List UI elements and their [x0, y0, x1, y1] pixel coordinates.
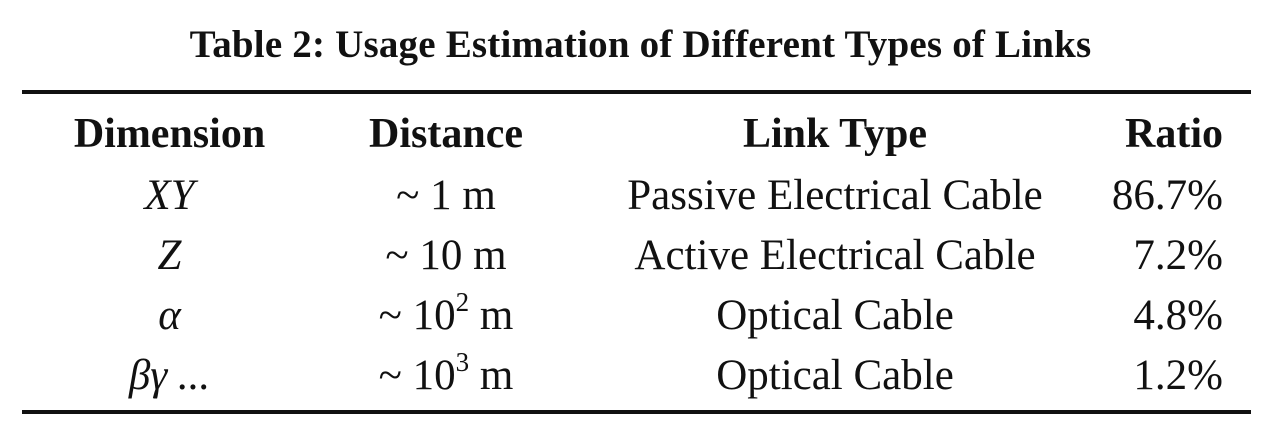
table-row: βγ ... ~ 103 m Optical Cable 1.2%: [22, 345, 1251, 405]
distance-unit: m: [462, 231, 507, 279]
header-row: Dimension Distance Link Type Ratio: [22, 103, 1251, 165]
ratio-cell: 86.7%: [1111, 171, 1223, 219]
header-dimension: Dimension: [73, 111, 266, 157]
link-type-cell: Optical Cable: [716, 291, 954, 339]
table-row: Z ~ 10 m Active Electrical Cable 7.2%: [22, 225, 1251, 285]
distance-value: ~ 10: [378, 351, 456, 399]
dimension-cell: XY: [144, 171, 195, 219]
distance-value: ~ 10: [378, 291, 456, 339]
ratio-cell: 1.2%: [1133, 351, 1223, 399]
usage-table: Dimension Distance Link Type Ratio XY ~ …: [22, 103, 1251, 405]
ratio-cell: 7.2%: [1133, 231, 1223, 279]
distance-cell: ~ 103 m: [317, 345, 575, 405]
table-row: XY ~ 1 m Passive Electrical Cable 86.7%: [22, 165, 1251, 225]
table-caption: Table 2: Usage Estimation of Different T…: [189, 23, 1092, 66]
distance-exponent: 3: [455, 346, 470, 377]
distance-value: ~ 10: [385, 231, 463, 279]
distance-unit: m: [451, 171, 496, 219]
distance-exponent: 2: [455, 286, 470, 317]
table-row: α ~ 102 m Optical Cable 4.8%: [22, 285, 1251, 345]
header-ratio: Ratio: [1125, 111, 1223, 157]
bottom-rule: [22, 410, 1251, 414]
distance-value: ~ 1: [396, 171, 452, 219]
distance-unit: m: [469, 351, 514, 399]
distance-cell: ~ 1 m: [317, 165, 575, 225]
link-type-cell: Active Electrical Cable: [634, 231, 1036, 279]
link-type-cell: Optical Cable: [716, 351, 954, 399]
dimension-cell: α: [158, 291, 181, 339]
link-type-cell: Passive Electrical Cable: [627, 171, 1043, 219]
distance-unit: m: [469, 291, 514, 339]
dimension-cell: Z: [157, 231, 182, 279]
distance-cell: ~ 10 m: [317, 225, 575, 285]
top-rule: [22, 90, 1251, 94]
header-link-type: Link Type: [742, 111, 928, 157]
ratio-cell: 4.8%: [1133, 291, 1223, 339]
dimension-cell: βγ ...: [128, 351, 211, 399]
header-distance: Distance: [369, 111, 523, 157]
distance-cell: ~ 102 m: [317, 285, 575, 345]
